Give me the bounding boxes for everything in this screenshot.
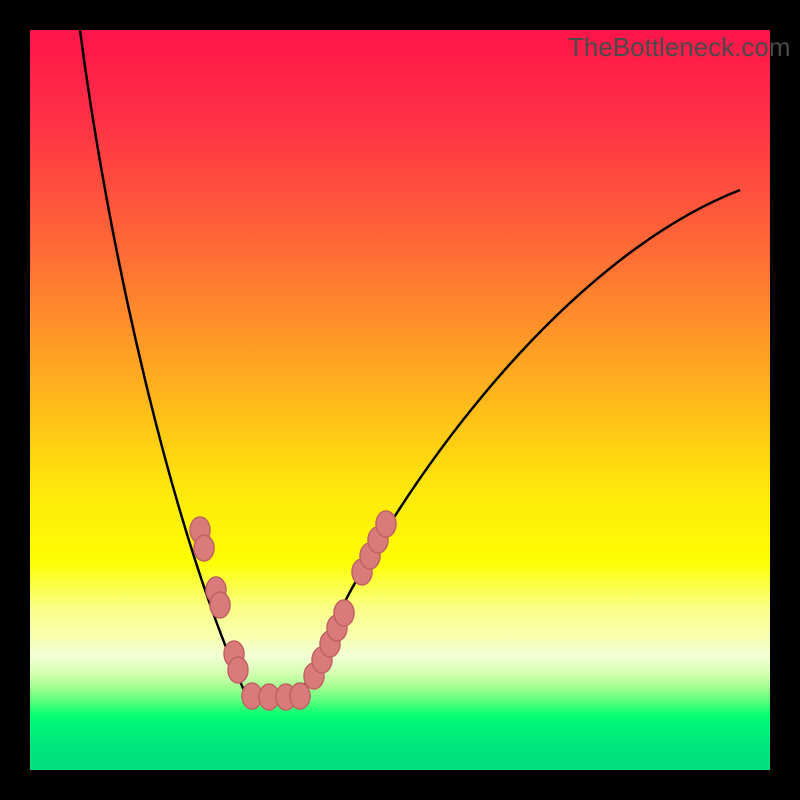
- watermark-text: TheBottleneck.com: [568, 32, 791, 63]
- data-marker: [194, 535, 214, 561]
- data-marker: [376, 511, 396, 537]
- data-marker: [228, 657, 248, 683]
- plot-background: [30, 30, 770, 770]
- chart-svg: [0, 0, 800, 800]
- chart-frame: TheBottleneck.com: [0, 0, 800, 800]
- data-marker: [290, 683, 310, 709]
- data-marker: [334, 600, 354, 626]
- data-marker: [210, 592, 230, 618]
